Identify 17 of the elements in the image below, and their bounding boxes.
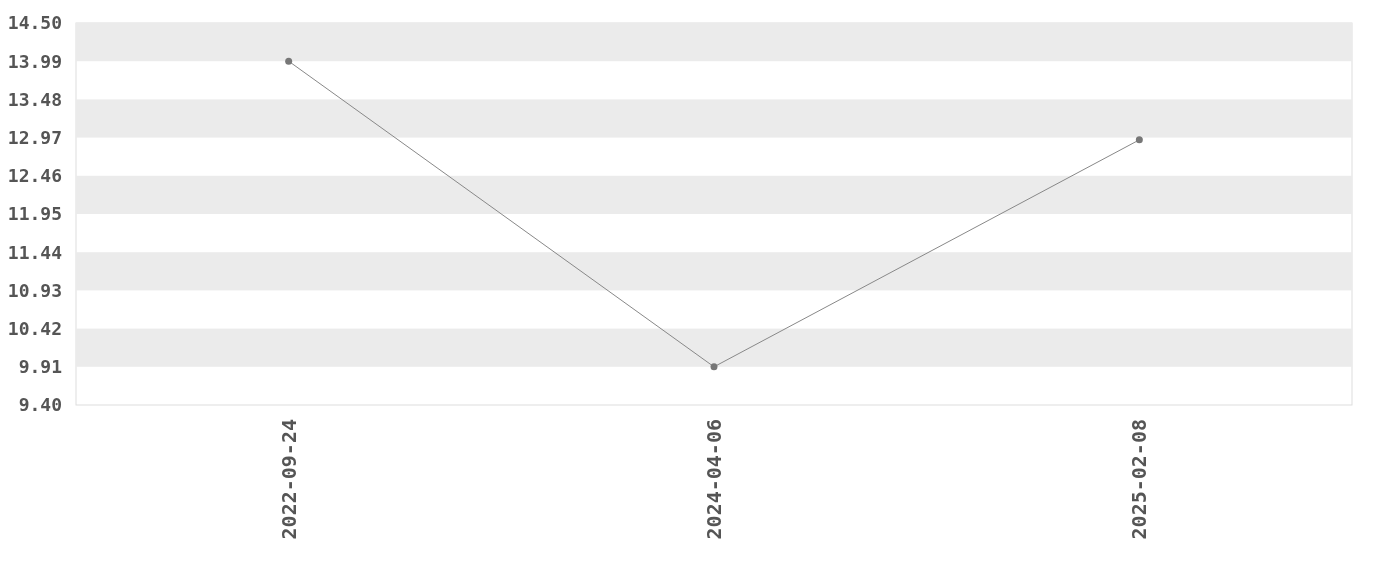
y-tick-label: 9.40 [18, 394, 62, 416]
y-tick-label: 13.48 [7, 88, 62, 110]
x-tick-label: 2022-09-24 [276, 419, 301, 540]
x-tick-label: 2024-04-06 [702, 419, 726, 540]
y-tick-label: 11.44 [7, 241, 63, 263]
y-tick-label: 12.46 [7, 165, 62, 187]
y-tick-label: 10.42 [7, 317, 62, 339]
y-tick-label: 14.50 [7, 12, 62, 34]
point [1135, 136, 1143, 144]
y-tick-label: 10.93 [7, 279, 62, 301]
y-tick-label: 13.99 [7, 50, 62, 72]
point [285, 57, 293, 65]
point [710, 363, 718, 371]
y-tick-label: 12.97 [7, 126, 62, 148]
x-tick-label: 2025-02-08 [1127, 419, 1152, 540]
y-tick-label: 11.95 [7, 203, 62, 225]
y-tick-label: 9.91 [18, 356, 62, 378]
